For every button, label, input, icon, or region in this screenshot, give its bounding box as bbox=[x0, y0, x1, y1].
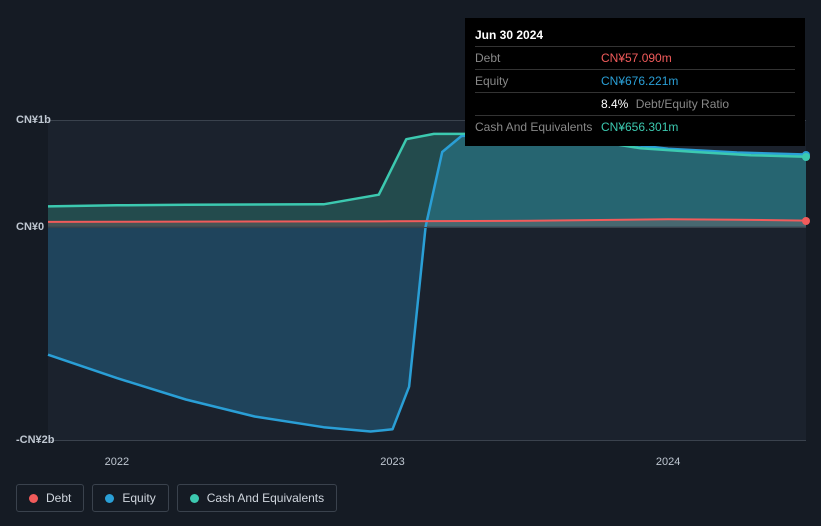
grid-line bbox=[48, 227, 806, 228]
series-end-dot-debt bbox=[802, 217, 810, 225]
tooltip-row: EquityCN¥676.221m bbox=[475, 70, 795, 93]
legend-swatch bbox=[29, 494, 38, 503]
tooltip-row-label: Debt bbox=[475, 51, 601, 65]
chart-tooltip: Jun 30 2024 DebtCN¥57.090mEquityCN¥676.2… bbox=[465, 18, 805, 146]
tooltip-row-sublabel: Debt/Equity Ratio bbox=[632, 97, 729, 111]
x-axis-label: 2022 bbox=[105, 456, 129, 468]
y-axis-label: -CN¥2b bbox=[16, 434, 55, 446]
chart-legend: Debt Equity Cash And Equivalents bbox=[16, 484, 337, 512]
tooltip-row-label: Cash And Equivalents bbox=[475, 120, 601, 134]
legend-label: Equity bbox=[122, 491, 155, 505]
tooltip-row: 8.4% Debt/Equity Ratio bbox=[475, 93, 795, 116]
tooltip-date: Jun 30 2024 bbox=[475, 24, 795, 47]
tooltip-row-value: CN¥656.301m bbox=[601, 120, 678, 134]
chart-plot-area[interactable] bbox=[48, 120, 806, 440]
series-area-cash bbox=[48, 134, 806, 227]
legend-swatch bbox=[190, 494, 199, 503]
legend-item-equity[interactable]: Equity bbox=[92, 484, 168, 512]
tooltip-row-label: Equity bbox=[475, 74, 601, 88]
tooltip-row-value: 8.4% Debt/Equity Ratio bbox=[601, 97, 729, 111]
legend-swatch bbox=[105, 494, 114, 503]
tooltip-row-value: CN¥676.221m bbox=[601, 74, 678, 88]
legend-item-debt[interactable]: Debt bbox=[16, 484, 84, 512]
x-axis-label: 2023 bbox=[380, 456, 404, 468]
tooltip-row: DebtCN¥57.090m bbox=[475, 47, 795, 70]
x-axis-label: 2024 bbox=[656, 456, 680, 468]
y-axis-label: CN¥1b bbox=[16, 114, 51, 126]
tooltip-row-value: CN¥57.090m bbox=[601, 51, 672, 65]
legend-label: Cash And Equivalents bbox=[207, 491, 324, 505]
legend-label: Debt bbox=[46, 491, 71, 505]
tooltip-row-label bbox=[475, 97, 601, 111]
y-axis-label: CN¥0 bbox=[16, 221, 44, 233]
grid-line bbox=[48, 440, 806, 441]
legend-item-cash[interactable]: Cash And Equivalents bbox=[177, 484, 337, 512]
financials-chart: CN¥1bCN¥0-CN¥2b202220232024 bbox=[16, 120, 806, 450]
series-end-dot-cash bbox=[802, 153, 810, 161]
tooltip-row: Cash And EquivalentsCN¥656.301m bbox=[475, 116, 795, 138]
